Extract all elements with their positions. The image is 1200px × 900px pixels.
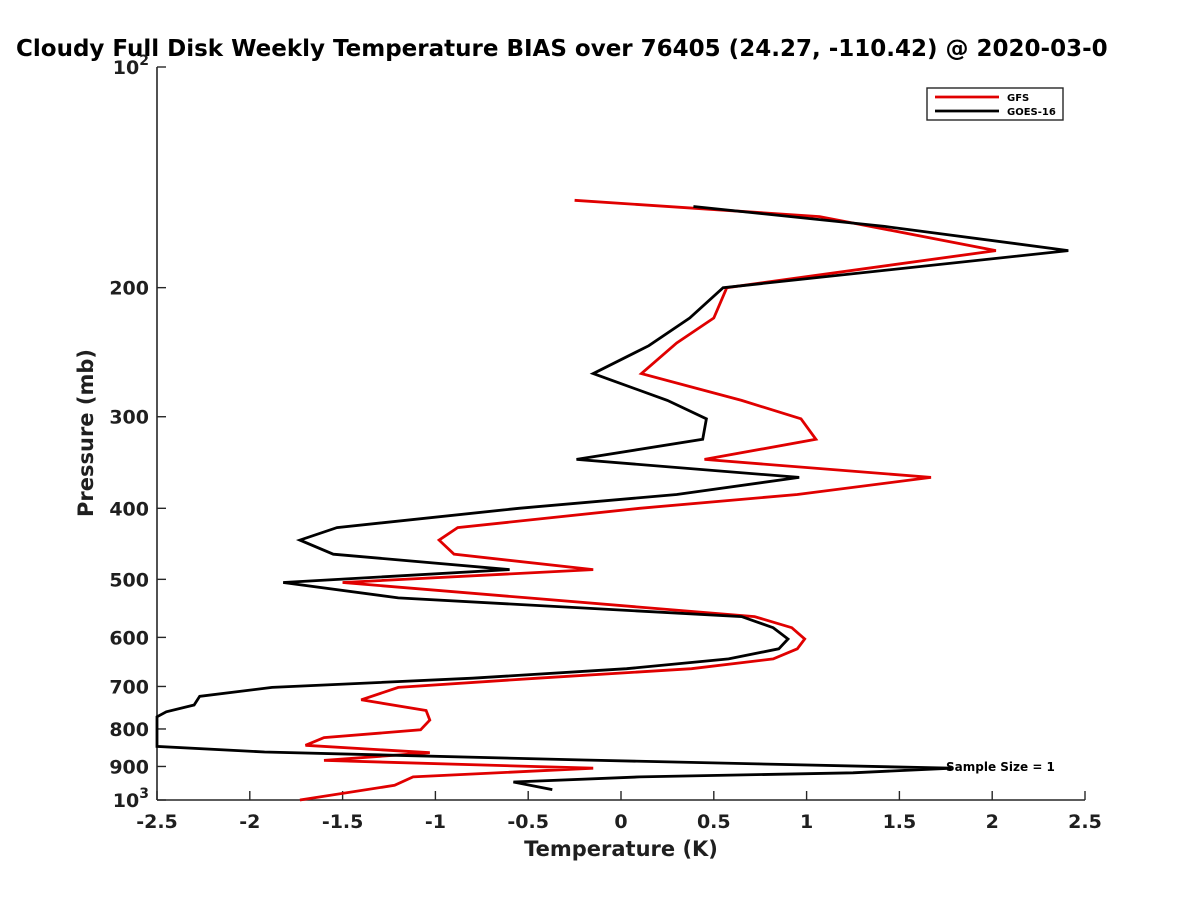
x-tick-label: -2.5 bbox=[136, 811, 178, 833]
x-axis-label: Temperature (K) bbox=[524, 837, 718, 861]
x-tick-label: 2.5 bbox=[1068, 811, 1102, 833]
legend-entry: GFS bbox=[1007, 93, 1029, 104]
x-tick-label: -2 bbox=[239, 811, 260, 833]
y-axis-label: Pressure (mb) bbox=[74, 349, 98, 517]
y-tick-label: 500 bbox=[109, 569, 149, 591]
x-tick-label: 0 bbox=[614, 811, 627, 833]
sample-size-annotation: Sample Size = 1 bbox=[946, 760, 1055, 774]
x-tick-label: -1.5 bbox=[322, 811, 364, 833]
y-tick-label: 103 bbox=[113, 786, 149, 812]
x-tick-label: 0.5 bbox=[697, 811, 731, 833]
series-line-goes-16 bbox=[155, 205, 1069, 791]
y-tick-label: 600 bbox=[109, 627, 149, 649]
y-tick-label: 900 bbox=[109, 756, 149, 778]
plot-area bbox=[156, 67, 1085, 801]
x-tick-label: 1.5 bbox=[883, 811, 917, 833]
y-tick-label: 400 bbox=[109, 498, 149, 520]
series-layer bbox=[155, 198, 1069, 802]
legend-entry: GOES-16 bbox=[1007, 107, 1056, 118]
legend: GFS GOES-16 bbox=[926, 87, 1064, 121]
y-tick-label: 102 bbox=[113, 53, 149, 79]
series-line-gfs bbox=[299, 198, 997, 802]
x-tick-label: 2 bbox=[986, 811, 999, 833]
y-tick-label: 200 bbox=[109, 278, 149, 300]
legend-box bbox=[926, 87, 1064, 121]
x-tick-label: -0.5 bbox=[507, 811, 549, 833]
chart-title: Cloudy Full Disk Weekly Temperature BIAS… bbox=[16, 36, 1108, 62]
x-axis: -2.5 -2 -1.5 -1 -0.5 0 0.5 1 1.5 2 2.5 bbox=[136, 791, 1102, 833]
y-axis: 102 200 300 400 500 600 700 800 900 103 bbox=[109, 53, 166, 812]
x-tick-label: 1 bbox=[800, 811, 813, 833]
y-tick-label: 300 bbox=[109, 407, 149, 429]
y-tick-label: 800 bbox=[109, 719, 149, 741]
x-tick-label: -1 bbox=[425, 811, 446, 833]
y-tick-label: 700 bbox=[109, 676, 149, 698]
